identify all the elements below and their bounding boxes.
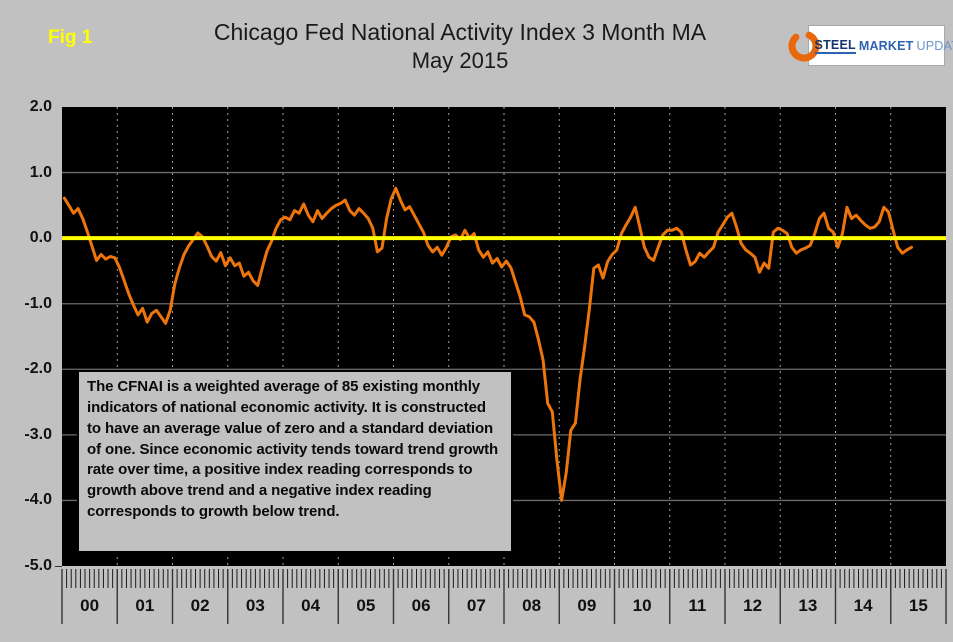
x-year-label: 12 [743, 596, 763, 615]
x-year-label: 03 [245, 596, 265, 615]
x-year-label: 02 [190, 596, 210, 615]
figure-number-label: Fig 1 [48, 27, 93, 48]
y-tick-label: 2.0 [29, 98, 52, 115]
cfnai-series-line [62, 186, 913, 502]
y-tick-label: 0.0 [29, 229, 52, 247]
y-tick-label: 1.0 [29, 163, 52, 181]
x-year-label: 14 [853, 596, 873, 615]
logo-word-market: MARKET [858, 38, 914, 53]
logo-swoosh-icon [788, 30, 820, 61]
x-year-label: 13 [798, 596, 818, 615]
chart-subtitle: May 2015 [411, 47, 509, 73]
y-tick-label: -1.0 [24, 294, 52, 312]
steel-market-update-logo: STEEL MARKET UPDATE [788, 25, 953, 66]
y-tick-label: -4.0 [24, 491, 52, 509]
x-year-label: 04 [301, 596, 321, 615]
x-year-label: 06 [411, 596, 431, 615]
x-year-label: 10 [632, 596, 652, 615]
logo-word-update: UPDATE [916, 38, 953, 53]
y-tick-label: -2.0 [24, 360, 52, 378]
x-year-label: 15 [908, 596, 928, 615]
x-axis-ticks [55, 566, 947, 624]
chart-title: Chicago Fed National Activity Index 3 Mo… [213, 19, 707, 45]
chart-header: Chicago Fed National Activity Index 3 Mo… [120, 18, 800, 74]
annotation-box: The CFNAI is a weighted average of 85 ex… [77, 370, 513, 553]
y-tick-label: -5.0 [24, 557, 52, 574]
x-year-label: 07 [466, 596, 486, 615]
y-tick-label: -3.0 [24, 425, 52, 443]
x-year-label: 11 [688, 596, 707, 615]
x-year-label: 00 [80, 596, 100, 615]
logo-word-steel: STEEL [814, 37, 856, 54]
x-year-label: 08 [522, 596, 542, 615]
x-year-label: 05 [356, 596, 376, 615]
x-year-label: 09 [577, 596, 597, 615]
x-year-label: 01 [135, 596, 155, 615]
